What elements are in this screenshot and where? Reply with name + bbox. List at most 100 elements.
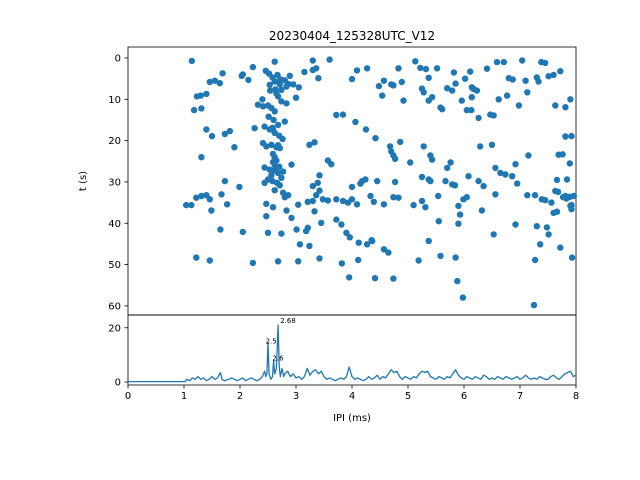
scatter-point [502,171,509,178]
scatter-point [562,104,569,111]
scatter-point [206,196,213,203]
scatter-point [524,192,531,199]
scatter-point [203,90,210,98]
scatter-y-axis-label: t (s) [78,171,89,191]
scatter-point [309,182,316,190]
scatter-point [203,126,210,133]
scatter-point [568,254,576,261]
scatter-point [452,80,459,87]
scatter-point [343,229,350,236]
hist-x-axis-label: IPI (ms) [333,413,371,424]
scatter-point [281,118,288,125]
scatter-point [198,105,205,112]
scatter-point [442,177,449,185]
scatter-point [315,75,322,82]
scatter-point [425,237,432,245]
scatter-point [512,161,519,168]
scatter-point [288,161,295,168]
scatter-point [452,254,459,261]
scatter-point [537,241,544,248]
scatter-point [259,103,267,110]
scatter-point [515,102,523,109]
scatter-point [216,80,223,87]
scatter-point [374,177,381,185]
scatter-point [568,132,575,140]
scatter-point [348,196,356,203]
scatter-point [249,63,257,71]
hist-x-tick-label: 7 [517,391,523,402]
scatter-point [271,78,278,85]
scatter-point [563,176,571,183]
scatter-point [245,76,252,84]
scatter-point [304,198,311,205]
scatter-point [415,257,422,264]
scatter-point [274,169,282,177]
scatter-point [463,106,470,114]
scatter-point [465,173,472,180]
scatter-point [249,259,257,267]
scatter-point [566,160,573,167]
scatter-y-tick-label: 0 [115,53,121,64]
scatter-point [278,86,285,94]
hist-y-tick-label: 0 [115,378,121,389]
scatter-point [296,241,304,248]
scatter-point [285,192,292,199]
scatter-y-tick-label: 40 [108,219,121,230]
scatter-point [533,223,540,230]
scatter-point [410,201,417,209]
scatter-point [483,65,491,72]
scatter-point [263,213,270,220]
scatter-point [254,101,262,108]
scatter-point [420,143,427,150]
scatter-point [348,183,356,191]
scatter-point [311,139,318,146]
scatter-point [318,219,325,227]
scatter-point [221,130,229,138]
scatter-point [263,200,270,207]
scatter-point [417,64,424,72]
scatter-point [490,231,497,238]
scatter-point [295,201,302,208]
scatter-point [531,192,539,199]
scatter-point [208,207,215,214]
scatter-point [480,182,487,190]
scatter-point [270,116,277,124]
scatter-point [314,179,321,186]
scatter-point [395,194,402,201]
scatter-point [324,197,332,204]
scatter-point [274,258,282,265]
scatter-point [259,96,266,103]
scatter-point [433,65,441,72]
scatter-point [380,77,388,84]
scatter-point [478,207,486,214]
scatter-point [288,214,295,222]
scatter-point [531,256,539,264]
scatter-point [456,211,464,218]
scatter-point [339,197,347,205]
scatter-point [311,208,318,215]
scatter-point [261,123,268,130]
scatter-point [198,154,205,161]
hist-x-tick-label: 1 [181,391,187,402]
scatter-point [353,67,361,74]
scatter-point [509,76,516,83]
scatter-point [400,97,407,104]
scatter-point [226,127,234,135]
scatter-point [362,126,370,133]
peak-annotation: 2.6 [272,354,284,362]
hist-x-tick-label: 4 [349,391,355,402]
scatter-point [461,75,469,82]
hist-y-tick-label: 20 [108,323,121,334]
scatter-point [295,258,302,265]
figure-title: 20230404_125328UTC_V12 [269,29,435,43]
scatter-point [267,87,274,94]
scatter-point [188,57,195,65]
scatter-point [490,112,497,119]
scatter-point [197,92,204,99]
scatter-point [183,201,190,209]
scatter-point [553,176,561,184]
scatter-point [543,224,551,231]
scatter-point [420,89,427,96]
